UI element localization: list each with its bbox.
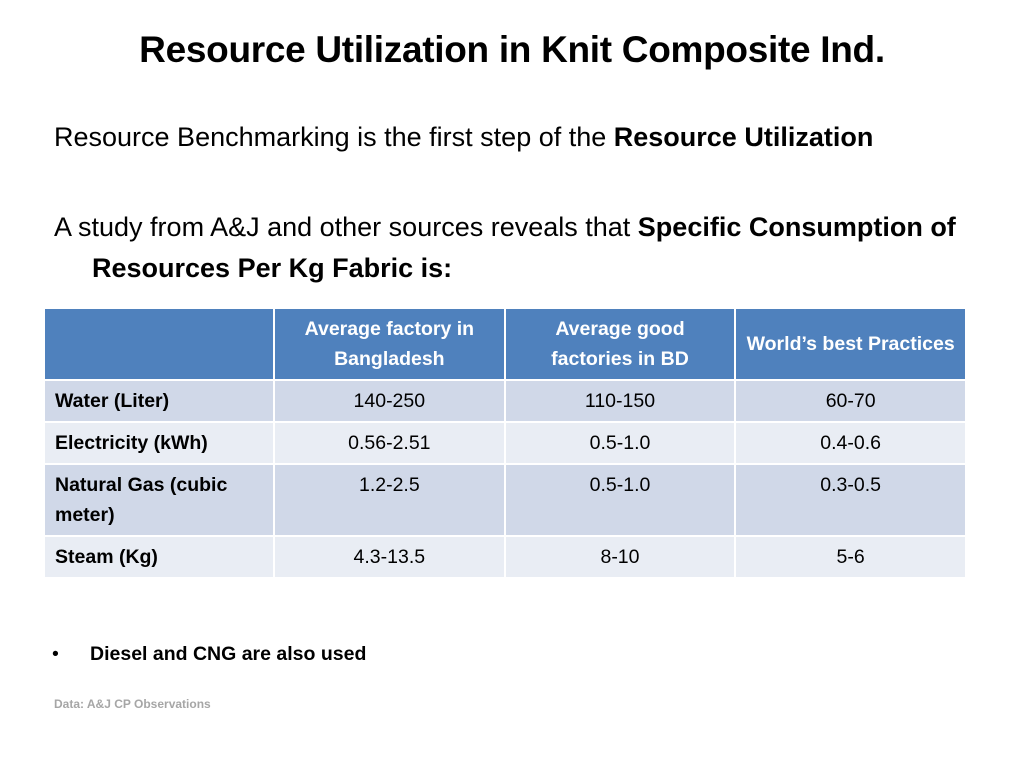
table-header-row: Average factory in Bangladesh Average go… — [43, 307, 967, 381]
row-label-cell: Electricity (kWh) — [43, 421, 275, 465]
value-cell: 5-6 — [734, 535, 967, 579]
study-paragraph-emphasis: Specific Consumption of Resources Per Kg… — [92, 212, 956, 283]
study-paragraph-text: A study from A&J and other sources revea… — [54, 212, 638, 242]
value-cell: 0.3-0.5 — [734, 463, 967, 537]
row-label-cell: Water (Liter) — [43, 379, 275, 423]
bullet-dot-icon: • — [52, 643, 59, 665]
bullet-item: • Diesel and CNG are also used — [52, 640, 366, 668]
value-cell: 0.5-1.0 — [503, 421, 737, 465]
value-cell: 60-70 — [734, 379, 967, 423]
table-row: Natural Gas (cubic meter) 1.2-2.5 0.5-1.… — [43, 463, 967, 537]
table-header-cell: World’s best Practices — [734, 307, 967, 381]
intro-paragraph-emphasis: Resource Utilization — [613, 122, 874, 152]
value-cell: 0.4-0.6 — [734, 421, 967, 465]
slide-title: Resource Utilization in Knit Composite I… — [139, 29, 885, 70]
table-row: Electricity (kWh) 0.56-2.51 0.5-1.0 0.4-… — [43, 421, 967, 465]
value-cell: 0.56-2.51 — [273, 421, 506, 465]
intro-paragraph-text: Resource Benchmarking is the first step … — [54, 122, 614, 152]
value-cell: 110-150 — [503, 379, 737, 423]
bullet-text: Diesel and CNG are also used — [90, 643, 367, 665]
source-note: Data: A&J CP Observations — [54, 697, 211, 711]
row-label-cell: Natural Gas (cubic meter) — [43, 463, 275, 537]
table-header-cell: Average factory in Bangladesh — [273, 307, 506, 381]
table-row: Water (Liter) 140-250 110-150 60-70 — [43, 379, 967, 423]
value-cell: 1.2-2.5 — [273, 463, 506, 537]
study-paragraph: A study from A&J and other sources revea… — [54, 207, 972, 289]
table-header-cell: Average good factories in BD — [503, 307, 737, 381]
value-cell: 8-10 — [503, 535, 737, 579]
value-cell: 0.5-1.0 — [503, 463, 737, 537]
table-header-cell-empty — [43, 307, 275, 381]
intro-paragraph: Resource Benchmarking is the first step … — [54, 117, 972, 158]
value-cell: 4.3-13.5 — [273, 535, 506, 579]
table-row: Steam (Kg) 4.3-13.5 8-10 5-6 — [43, 535, 967, 579]
resource-benchmark-table: Average factory in Bangladesh Average go… — [43, 307, 967, 579]
row-label-cell: Steam (Kg) — [43, 535, 275, 579]
value-cell: 140-250 — [273, 379, 506, 423]
